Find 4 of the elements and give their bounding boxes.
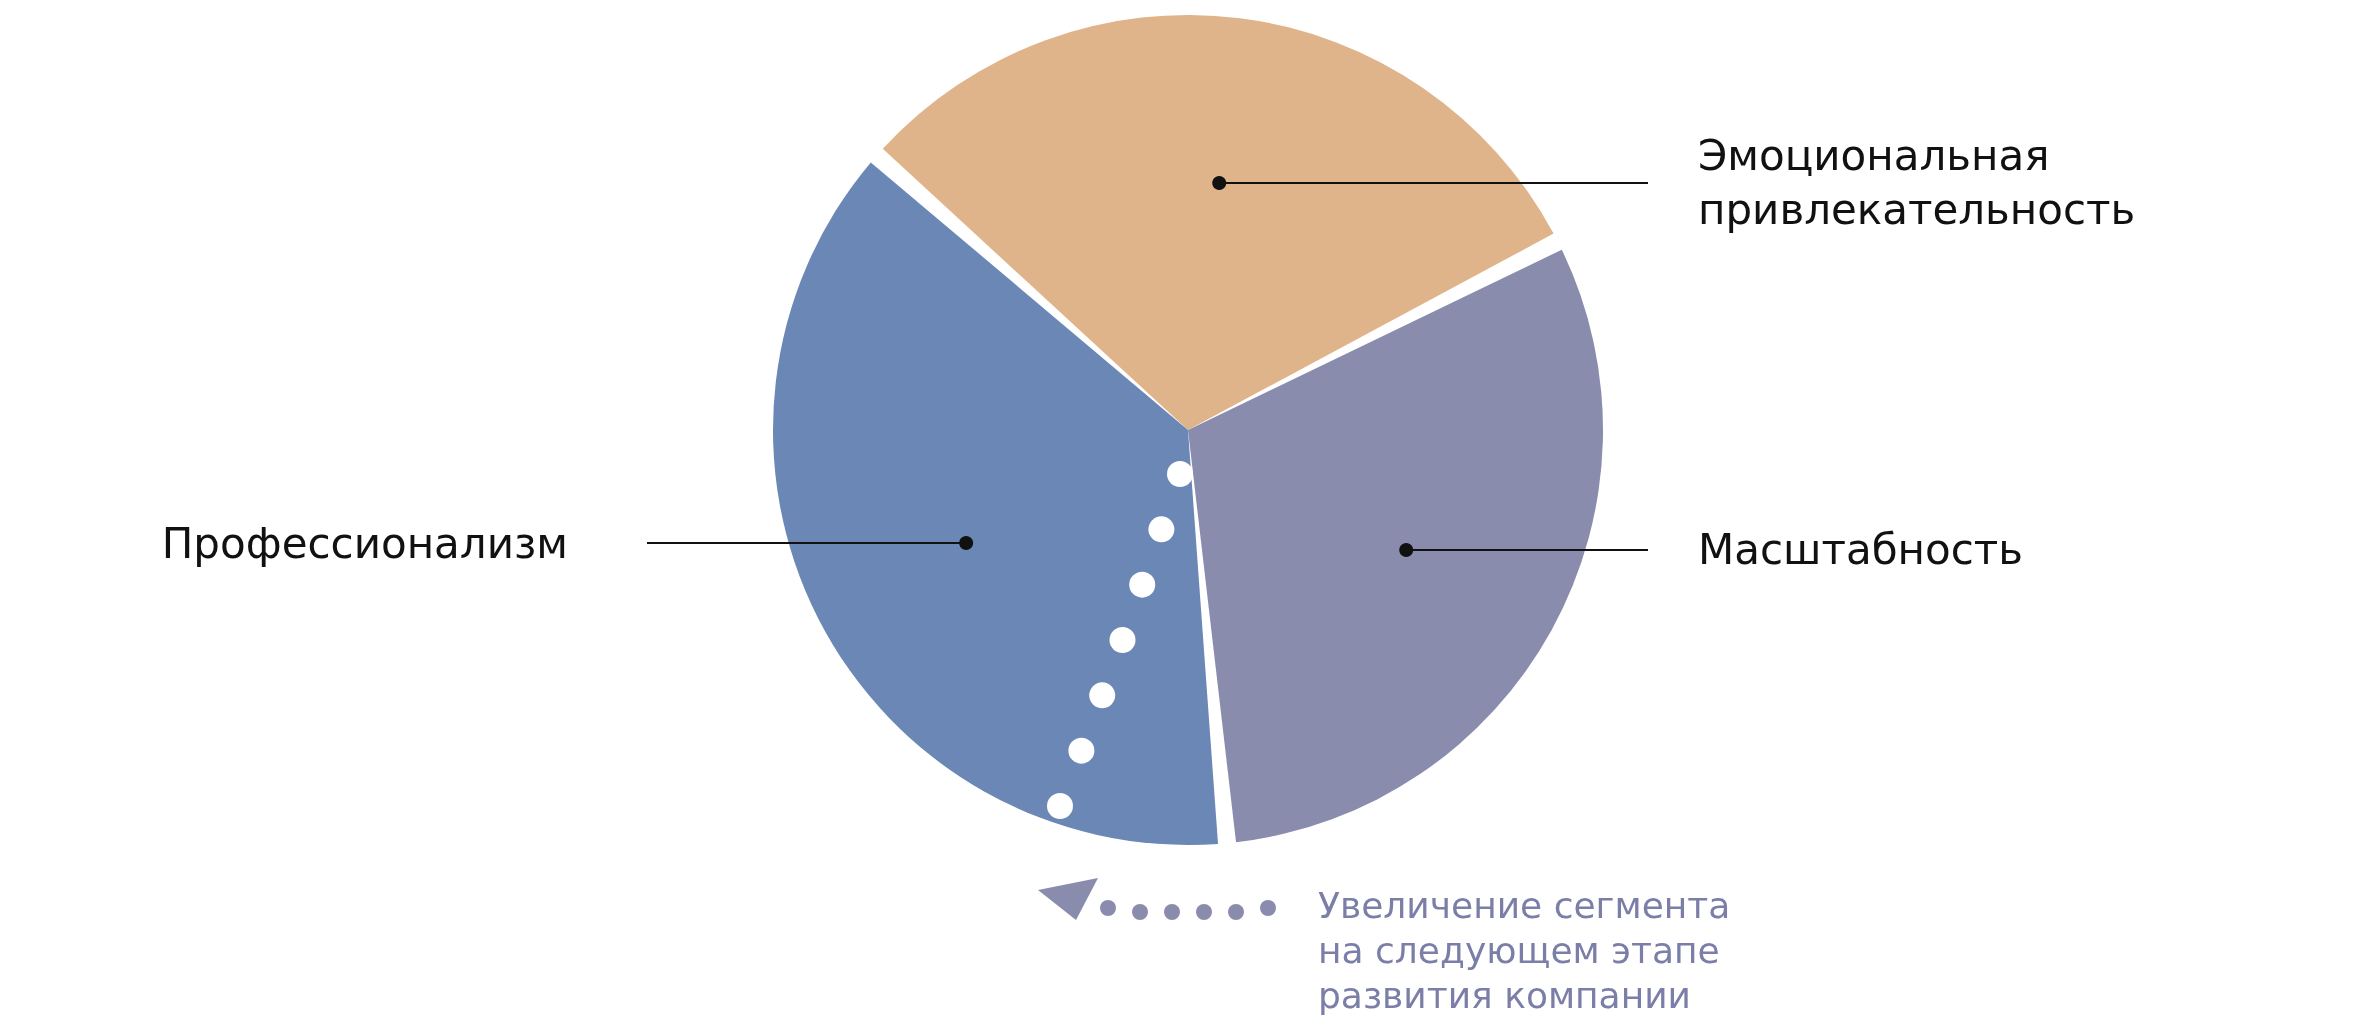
slice-label: Масштабность [1698, 525, 2024, 575]
text: Увеличение сегмента на следующем этапе развития компании [1318, 885, 1731, 1016]
slice-label: Профессионализм [161, 518, 568, 568]
slice-label: Эмоциональная привлекательность [1698, 131, 2136, 235]
